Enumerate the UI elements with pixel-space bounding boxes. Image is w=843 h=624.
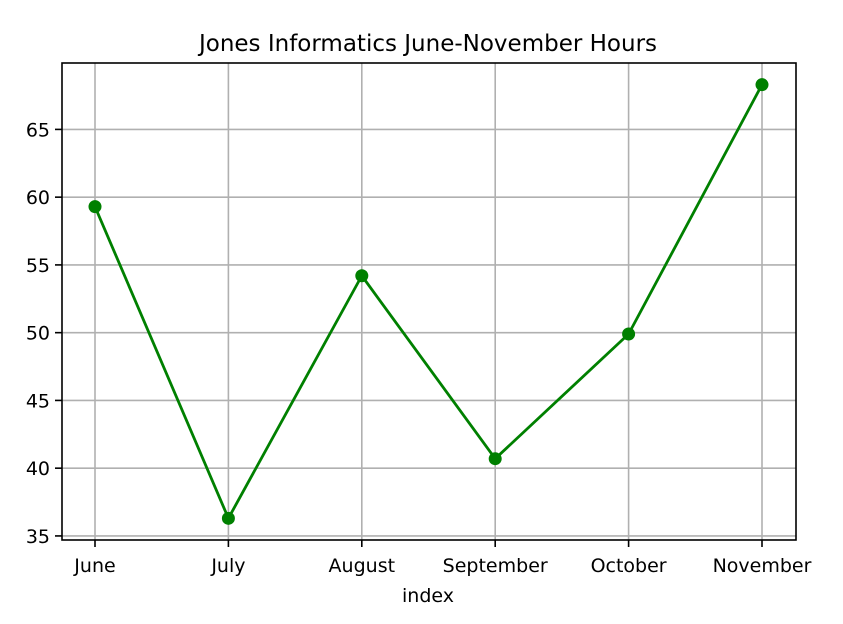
x-axis-label: index [402, 585, 454, 607]
plot-frame [61, 62, 797, 541]
x-tick-label: July [210, 555, 245, 577]
ticks: June July August September October November 35… [26, 119, 812, 577]
data-point [88, 200, 102, 214]
data-point [755, 78, 769, 92]
x-tick-label: October [591, 555, 667, 577]
x-tick-label: June [73, 555, 115, 577]
x-tick-label: August [329, 555, 396, 577]
series-line [93, 84, 764, 520]
y-tick-label: 55 [26, 255, 50, 277]
series-group [88, 78, 769, 525]
y-tick-label: 35 [26, 526, 50, 548]
y-tick-label: 45 [26, 390, 50, 412]
x-tick-label: September [443, 555, 548, 577]
x-tick-label: November [713, 555, 812, 577]
y-tick-label: 50 [26, 323, 50, 345]
chart-title: Jones Informatics June-November Hours [197, 31, 657, 57]
y-tick-label: 65 [26, 119, 50, 141]
y-tick-label: 60 [26, 187, 50, 209]
grid [62, 63, 796, 540]
data-point [221, 511, 235, 525]
y-tick-label: 40 [26, 458, 50, 480]
data-point [488, 452, 502, 466]
data-point [355, 269, 369, 283]
data-point [622, 327, 636, 341]
